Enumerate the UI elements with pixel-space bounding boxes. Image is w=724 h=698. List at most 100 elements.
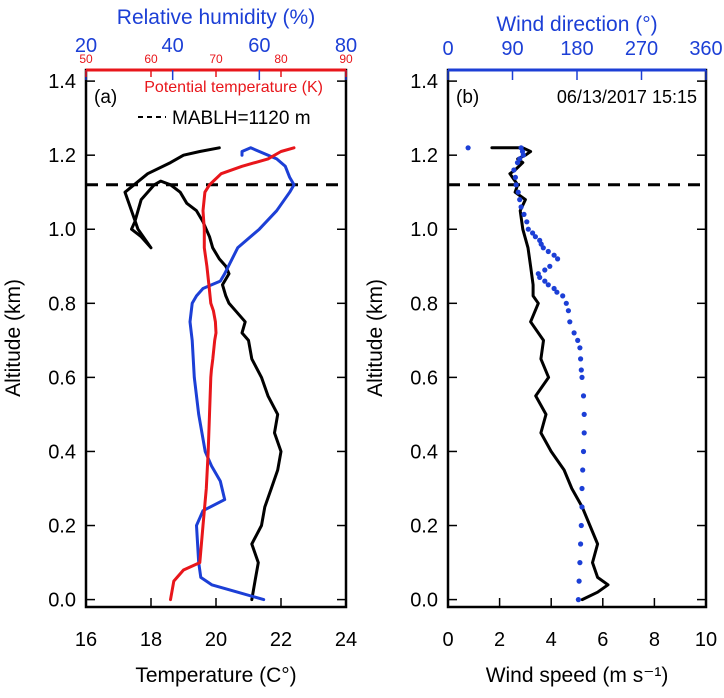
panel-b-wind-direction-dots-point xyxy=(577,345,583,351)
panel-a-x-ticks: 16 18 20 22 24 xyxy=(75,598,357,651)
panel-b-direction-tick-label: 270 xyxy=(625,38,658,60)
panel-b-label: (b) xyxy=(456,87,479,108)
panel-a-x-tick-label: 22 xyxy=(270,629,292,651)
panel-b-wind-direction-dots-point xyxy=(581,430,587,436)
panel-a-rh-axis-title: Relative humidity (%) xyxy=(117,6,315,29)
panel-a-x-tick-label: 24 xyxy=(335,629,357,651)
panel-b-wind-direction-dots-point xyxy=(535,271,541,277)
panel-b-wind-direction-dots-point xyxy=(579,504,585,510)
panel-b-wind-direction-dots-point xyxy=(524,219,530,225)
panel-b-y-tick-label: 0.0 xyxy=(410,590,438,612)
panel-b-wind-direction-dots-point xyxy=(530,230,536,236)
panel-b-direction-axis-title: Wind direction (°) xyxy=(496,13,657,36)
panel-b-x-tick-label: 6 xyxy=(597,629,608,651)
panel-b-y-tick-label: 0.6 xyxy=(410,367,438,389)
panel-a-potential-temperature-line xyxy=(169,146,296,602)
panel-a-legend-text: MABLH=1120 m xyxy=(172,108,311,129)
panel-a-theta-tick-label: 60 xyxy=(144,52,158,66)
panel-a-rh-tick-label: 60 xyxy=(248,35,270,57)
panel-b-wind-direction-dots-point xyxy=(578,367,584,373)
panel-b-wind-direction-dots-point xyxy=(560,293,566,299)
panel-b-wind-direction-dots-point xyxy=(542,267,548,273)
panel-b-wind-direction-dots-point xyxy=(547,263,553,269)
panel-b-x-ticks: 0 2 4 6 8 10 xyxy=(442,598,717,651)
panel-b-y-tick-label: 1.0 xyxy=(410,219,438,241)
panel-b-y-tick-label: 0.4 xyxy=(410,441,438,463)
panel-b-wind-direction-dots-point xyxy=(532,234,539,240)
panel-b-wind-direction-dots-point xyxy=(563,300,569,306)
panel-b-direction-tick-label: 360 xyxy=(689,38,722,60)
panel-b-x-tick-label: 8 xyxy=(649,629,660,651)
panel-a-theta-tick-label: 70 xyxy=(209,52,223,66)
panel-a-y-tick-label: 0.0 xyxy=(48,590,76,612)
panel-b-wind-direction-dots-point xyxy=(551,285,557,292)
panel-b-wind-direction-outlier xyxy=(465,145,471,151)
panel-a-theta-tick-label: 80 xyxy=(274,52,288,66)
panel-b-wind-direction-dots-point xyxy=(525,226,531,232)
panel-b-y-tick-label: 0.8 xyxy=(410,293,438,315)
panel-b-wind-direction-dots-point xyxy=(517,156,523,162)
panel-a-x-tick-label: 20 xyxy=(205,629,227,651)
panel-b-wind-direction-dots-point xyxy=(554,289,560,295)
panel-b-wind-direction-dots-point xyxy=(511,167,517,173)
panel-a-y-tick-label: 0.4 xyxy=(48,441,76,463)
panel-a-theta-axis-title: Potential temperature (K) xyxy=(144,79,323,96)
panel-a-plot-area xyxy=(86,146,346,602)
panel-b-direction-tick-label: 180 xyxy=(560,38,593,60)
panel-b-wind-direction-dots-point xyxy=(578,541,584,547)
panel-b-wind-direction-dots-point xyxy=(580,448,587,455)
panel-b-wind-direction-dots-point xyxy=(518,145,524,151)
panel-b-wind-direction-dots-point xyxy=(515,189,521,195)
panel-b-wind-direction-dots xyxy=(511,145,587,603)
panel-b-wind-direction-dots-point xyxy=(517,197,523,203)
panel-a-label: (a) xyxy=(94,87,117,108)
panel-b-wind-direction-dots-point xyxy=(555,256,561,262)
panel-b-wind-direction-dots-point xyxy=(578,356,584,362)
panel-b-wind-direction-dots-point xyxy=(537,237,543,243)
panel-b-wind-direction-dots-point xyxy=(545,282,551,288)
panel-a-y-ticks: 0.0 0.2 0.4 0.6 0.8 1.0 1.2 1.4 xyxy=(48,71,346,612)
panel-b-wind-direction-dots-point xyxy=(512,174,519,180)
panel-a-y-tick-label: 0.8 xyxy=(48,293,76,315)
panel-a-y-tick-label: 1.4 xyxy=(48,71,76,93)
panel-b-wind-direction-dots-point xyxy=(579,485,585,492)
panel-a-y-axis-title: Altitude (km) xyxy=(2,279,25,397)
panel-a-x-tick-label: 18 xyxy=(140,629,162,651)
panel-a-y-tick-label: 1.2 xyxy=(48,145,76,167)
panel-b-x-tick-label: 10 xyxy=(695,629,717,651)
panel-b-y-tick-label: 0.2 xyxy=(410,516,438,538)
panel-b-wind-direction-dots-point xyxy=(542,278,548,284)
panel-b-wind-direction-dots-point xyxy=(545,248,551,255)
panel-b-x-tick-label: 4 xyxy=(546,629,557,651)
panel-a-rh-tick-label: 20 xyxy=(75,35,97,57)
panel-b-wind-direction-dots-point xyxy=(571,330,577,336)
panel-b-y-ticks: 0.0 0.2 0.4 0.6 0.8 1.0 1.2 1.4 xyxy=(410,71,706,612)
panel-b-wind-direction-dots-point xyxy=(575,597,582,603)
panel-b-y-tick-label: 1.4 xyxy=(410,71,438,93)
panel-a-theta-tick-label: 90 xyxy=(339,52,353,66)
panel-b-wind-direction-dots-point xyxy=(551,252,557,258)
panel-a-rh-tick-label: 40 xyxy=(162,35,184,57)
panel-b-wind-direction-dots-point xyxy=(518,204,524,210)
panel-b-timestamp: 06/13/2017 15:15 xyxy=(557,87,697,107)
panel-b-wind-direction-dots-point xyxy=(576,578,582,584)
panel-a-theta-ticks: 50 60 70 80 90 xyxy=(79,52,353,77)
panel-b-wind-direction-dots-point xyxy=(521,211,527,217)
panel-b-direction-tick-label: 90 xyxy=(501,38,523,60)
panel-b-wind-direction-dots-point xyxy=(577,560,583,566)
panel-b-wind-direction-dots-point xyxy=(581,411,587,417)
panel-a-theta-tick-label: 50 xyxy=(79,52,93,66)
panel-b-wind-direction-dots-point xyxy=(567,319,573,325)
panel-a-relative-humidity-line xyxy=(188,146,296,602)
panel-a-x-axis-title: Temperature (C°) xyxy=(135,664,296,687)
panel-b-x-tick-label: 2 xyxy=(494,629,505,651)
panel-b-plot-area xyxy=(448,145,706,603)
panel-b-wind-direction-dots-point xyxy=(513,182,519,188)
panel-b-direction-ticks: 0 90 180 270 360 xyxy=(442,38,723,80)
panel-a-y-tick-label: 1.0 xyxy=(48,219,76,241)
panel-a-x-tick-label: 16 xyxy=(75,629,97,651)
panel-b-x-axis-title: Wind speed (m s⁻¹) xyxy=(486,664,669,687)
panel-b-wind-direction-dots-point xyxy=(565,308,572,314)
panel-a-temperature-line xyxy=(123,146,283,602)
